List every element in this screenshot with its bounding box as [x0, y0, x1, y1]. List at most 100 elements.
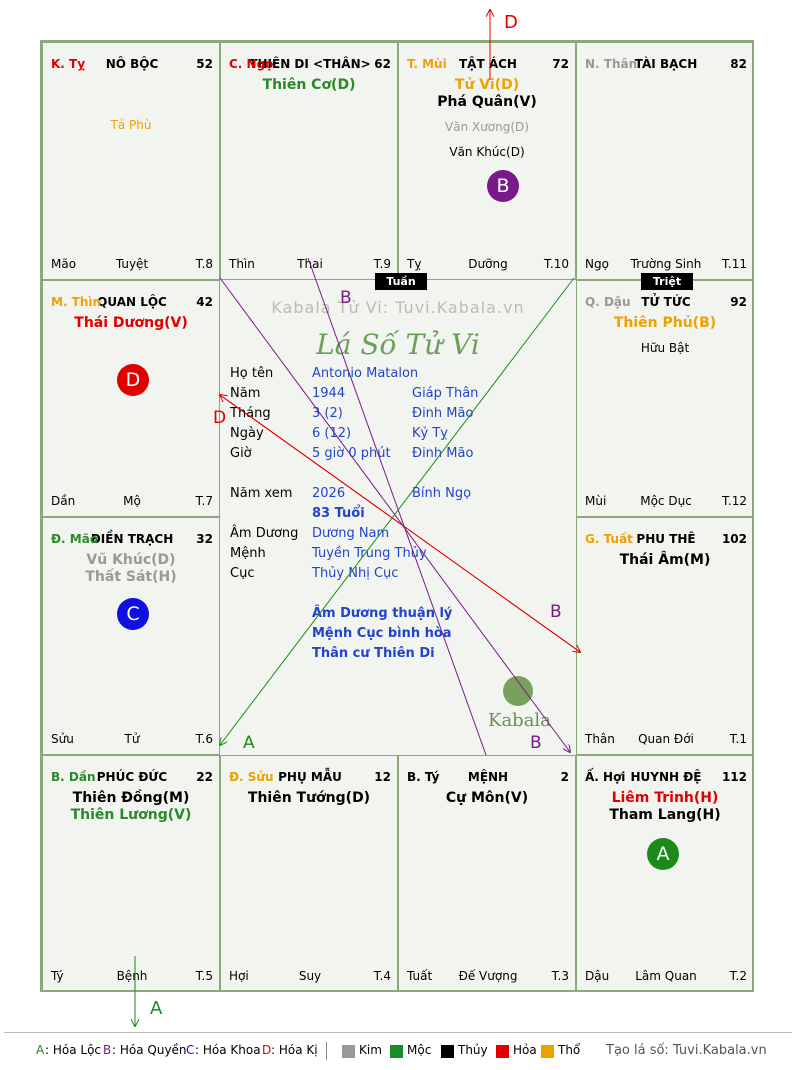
palace-name: PHU THÊ [636, 532, 696, 546]
palace-header: PHỤ MẪU Đ. Sửu 12 [229, 770, 391, 786]
palace-mui: TẬT ÁCH T. Mùi 72 Tử Vi(D) Phá Quân(V) Văn Xư… [398, 42, 576, 280]
footer-term: T.8 [195, 256, 213, 271]
footer-stage: Lâm Quan [635, 969, 697, 983]
footer-branch: Ngọ [585, 256, 609, 271]
palace-name: HUYNH ĐỆ [630, 769, 702, 784]
footer-stage: Tử [124, 731, 140, 746]
swatch-Thổ [541, 1045, 554, 1058]
info-label: Năm xem [230, 485, 293, 501]
minor-star: Văn Khúc(D) [449, 145, 525, 159]
note: Thân cư Thiên Di [312, 645, 435, 661]
footer-branch: Tuất [407, 969, 433, 983]
kabala-logo-text: Kabala [488, 709, 551, 731]
footer-stage: Bệnh [116, 969, 148, 983]
palace-can-chi: Đ. Mão [51, 532, 99, 546]
main-star: Liêm Trinh(H) [611, 789, 719, 806]
palace-name: TÀI BẠCH [634, 57, 698, 71]
palace-can-chi: Q. Dậu [585, 294, 631, 309]
palace-suu: PHỤ MẪU Đ. Sửu 12 Thiên Tướng(D) Hợi Suy T.4 [220, 754, 398, 992]
footer-stage: Đế Vượng [458, 969, 518, 983]
palace-name: TẬT ÁCH [459, 57, 517, 71]
footer-branch: Tý [51, 969, 64, 983]
palace-tyy: MỆNH B. Tý 2 Cự Môn(V) Tuất Đế Vượng T.3 [398, 754, 576, 992]
legend-element: Kim [359, 1043, 382, 1057]
info-label: Giờ [230, 445, 252, 461]
footer-stage: Tuyệt [115, 256, 149, 271]
star-list: Tả Phù [43, 77, 219, 134]
arrow-label-b1: B [340, 288, 352, 308]
star-list: Thiên Cơ(D) [221, 77, 397, 94]
footer-branch: Thân [585, 731, 615, 746]
footer-stage: Dưỡng [468, 256, 508, 271]
watermark: Kabala Tử Vi: Tuvi.Kabala.vn [271, 297, 525, 317]
credit: Tạo lá số: Tuvi.Kabala.vn [606, 1043, 767, 1058]
info-value: 83 Tuổi [312, 505, 365, 521]
footer-term: T.5 [195, 969, 213, 983]
palace-age: 62 [374, 57, 391, 71]
swatch-Mộc [390, 1045, 403, 1058]
palace-name: PHỤ MẪU [278, 769, 342, 784]
hoa-ki-line-2 [219, 394, 580, 652]
palace-header: TÀI BẠCH N. Thân 82 [585, 57, 747, 73]
legend-divider [4, 1032, 792, 1033]
info-value-2: Đinh Mão [412, 445, 474, 461]
main-star: Cự Môn(V) [445, 789, 529, 806]
palace-can-chi: N. Thân [585, 57, 638, 71]
horoscope-chart: NÔ BỘC K. Tỵ 52 Tả Phù Mão Tuyệt T.8 THIÊN DI <… [40, 40, 754, 992]
main-star: Thái Dương(V) [74, 314, 188, 331]
palace-age: 32 [196, 532, 213, 546]
footer-stage: Mộc Dục [640, 494, 692, 508]
palace-footer: Tý Bệnh T.5 [51, 969, 213, 985]
palace-footer: Tuất Đế Vượng T.3 [407, 969, 569, 985]
main-star: Thiên Phủ(B) [613, 314, 717, 331]
minor-star: Văn Xương(D) [445, 120, 529, 134]
palace-can-chi: K. Tỵ [51, 57, 86, 71]
palace-header: THIÊN DI <THÂN> C. Ngọ 62 [229, 57, 391, 73]
minor-star: Hữu Bật [640, 340, 690, 355]
swatch-Thủy [441, 1045, 454, 1058]
legend-key: B [103, 1043, 112, 1057]
footer-term: T.2 [729, 969, 747, 983]
info-value: 5 giờ 0 phút [312, 445, 391, 461]
palace-header: MỆNH B. Tý 2 [407, 770, 569, 786]
info-label: Mệnh [230, 545, 266, 561]
footer-branch: Hợi [229, 969, 249, 983]
footer-term: T.7 [195, 494, 213, 508]
info-value: 1944 [312, 385, 346, 401]
main-star: Phá Quân(V) [437, 94, 537, 110]
palace-can-chi: Đ. Sửu [229, 769, 274, 784]
footer-branch: Sửu [51, 731, 74, 746]
palace-dau: TỬ TỨC Q. Dậu 92 Thiên Phủ(B) Hữu Bật Mùi Mộc … [576, 279, 754, 517]
chart-title: Lá Số Tử Vi [316, 327, 480, 361]
hoa-circle-d: D [117, 364, 149, 396]
palace-name: NÔ BỘC [105, 57, 159, 71]
palace-header: ĐIỀN TRẠCH Đ. Mão 32 [51, 532, 213, 548]
footer-term: T.4 [373, 969, 391, 983]
palace-footer: Sửu Tử T.6 [51, 732, 213, 748]
legend-text: : Hóa Quyền [112, 1043, 187, 1057]
footer-branch: Mão [51, 256, 77, 271]
palace-header: HUYNH ĐỆ Ấ. Hợi 112 [585, 770, 747, 786]
palace-dan: PHÚC ĐỨC B. Dần 22 Thiên Đồng(M) Thiên Lương… [42, 754, 220, 992]
legend-element: Mộc [407, 1043, 432, 1057]
triet-tag: Triệt [641, 273, 693, 290]
palace-name: QUAN LỘC [97, 294, 167, 309]
star-list: Vũ Khúc(D) Thất Sát(H) [43, 552, 219, 586]
main-star: Vũ Khúc(D) [86, 552, 176, 568]
info-value: Antonio Matalon [312, 365, 419, 381]
tuan-tag: Tuần [375, 273, 427, 290]
info-label: Âm Dương [230, 525, 299, 541]
palace-age: 92 [730, 294, 747, 309]
main-star: Tử Vi(D) [454, 77, 520, 93]
info-label: Năm [230, 385, 261, 401]
footer-branch: Dần [51, 494, 76, 508]
palace-age: 12 [374, 769, 391, 784]
hoa-loc-line [220, 277, 575, 745]
main-star: Thất Sát(H) [85, 569, 177, 585]
footer-term: T.6 [195, 731, 213, 746]
main-star: Thái Âm(M) [619, 552, 711, 568]
footer-branch: Dậu [585, 969, 610, 983]
palace-name: PHÚC ĐỨC [96, 769, 168, 784]
star-list: Thái Âm(M) [577, 552, 753, 569]
